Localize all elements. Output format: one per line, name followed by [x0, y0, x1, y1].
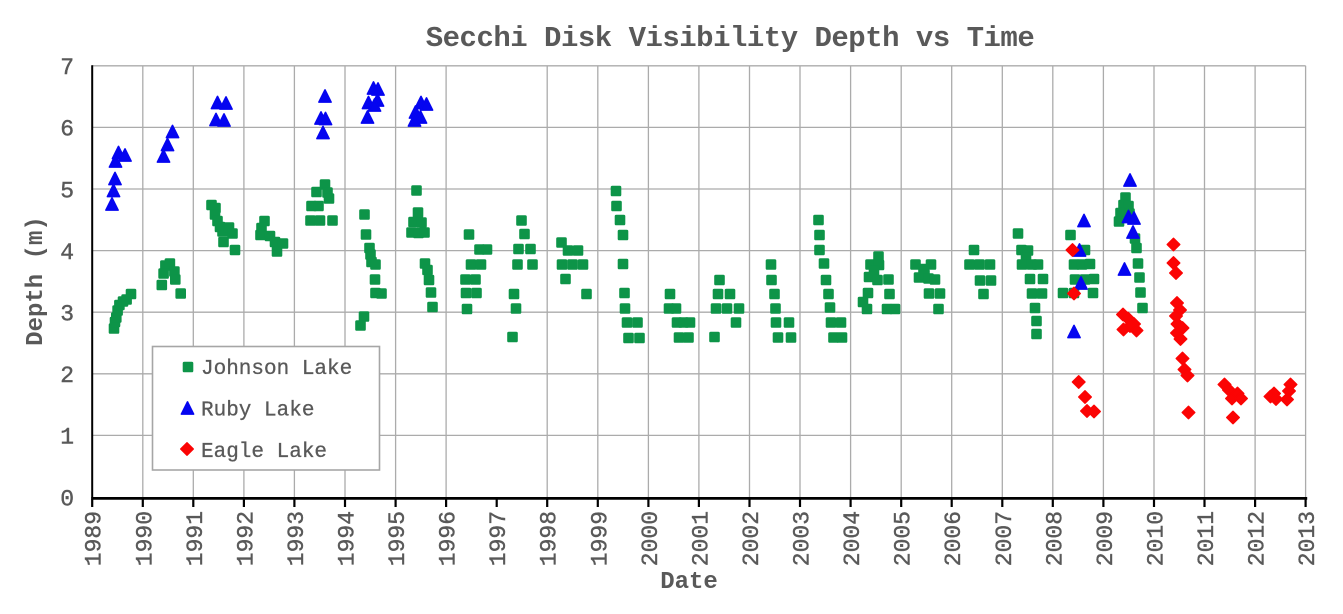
svg-text:Johnson Lake: Johnson Lake [201, 358, 352, 381]
svg-text:2013: 2013 [1295, 511, 1321, 566]
svg-text:2008: 2008 [1042, 511, 1068, 566]
svg-text:2011: 2011 [1194, 511, 1220, 566]
svg-text:1989: 1989 [82, 511, 108, 566]
svg-text:1992: 1992 [233, 511, 259, 566]
svg-text:1996: 1996 [436, 511, 462, 566]
svg-text:0: 0 [60, 486, 74, 512]
svg-text:Ruby Lake: Ruby Lake [201, 400, 314, 423]
svg-text:1994: 1994 [335, 511, 361, 566]
svg-text:4: 4 [60, 240, 74, 266]
svg-text:3: 3 [60, 302, 74, 328]
svg-text:2001: 2001 [688, 511, 714, 566]
svg-text:Depth (m): Depth (m) [23, 216, 50, 346]
svg-text:1990: 1990 [132, 511, 158, 566]
svg-text:1993: 1993 [284, 511, 310, 566]
svg-text:2002: 2002 [739, 511, 765, 566]
svg-text:1998: 1998 [537, 511, 563, 566]
svg-text:2007: 2007 [992, 511, 1018, 566]
svg-text:2006: 2006 [941, 511, 967, 566]
svg-text:Eagle Lake: Eagle Lake [201, 441, 327, 464]
svg-text:2: 2 [60, 363, 74, 389]
svg-text:1995: 1995 [385, 511, 411, 566]
svg-text:2009: 2009 [1093, 511, 1119, 566]
svg-text:5: 5 [60, 178, 74, 204]
svg-text:2000: 2000 [638, 511, 664, 566]
svg-text:Date: Date [660, 569, 718, 596]
svg-text:2004: 2004 [840, 511, 866, 566]
svg-text:1999: 1999 [587, 511, 613, 566]
svg-text:6: 6 [60, 117, 74, 143]
svg-text:2005: 2005 [891, 511, 917, 566]
svg-text:2010: 2010 [1144, 511, 1170, 566]
svg-text:2012: 2012 [1245, 511, 1271, 566]
svg-text:1: 1 [60, 425, 74, 451]
svg-text:1991: 1991 [183, 511, 209, 566]
svg-text:Secchi Disk Visibility Depth v: Secchi Disk Visibility Depth vs Time [426, 22, 1035, 55]
svg-text:2003: 2003 [790, 511, 816, 566]
svg-text:7: 7 [60, 55, 74, 81]
svg-text:1997: 1997 [486, 511, 512, 566]
